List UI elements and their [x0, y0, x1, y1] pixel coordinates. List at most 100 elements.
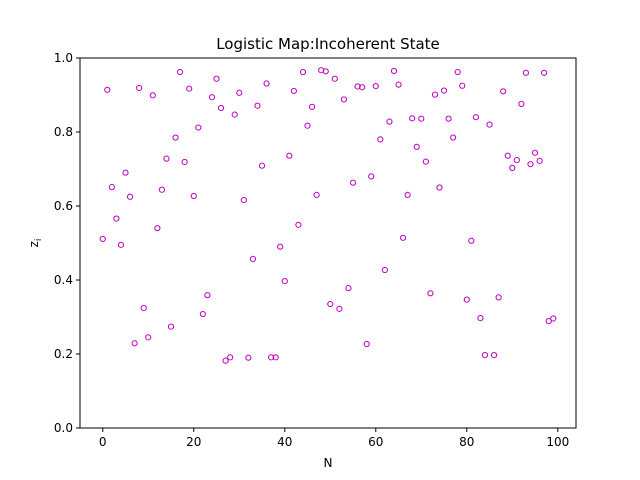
data-point — [472, 114, 479, 121]
data-point — [154, 225, 161, 232]
x-tick-label: 40 — [277, 435, 292, 449]
data-point — [481, 352, 489, 359]
data-point — [213, 75, 220, 82]
y-tick-label: 0.2 — [54, 347, 73, 361]
data-point — [227, 354, 234, 361]
data-point — [204, 292, 211, 299]
data-point — [372, 83, 379, 90]
data-point — [131, 340, 138, 347]
x-tick-label: 80 — [459, 435, 474, 449]
data-point — [254, 102, 261, 109]
data-point — [327, 300, 334, 308]
data-point — [136, 84, 143, 92]
data-point — [377, 136, 384, 143]
y-tick-label: 0.8 — [54, 125, 73, 139]
data-point — [245, 354, 252, 361]
data-point — [217, 104, 225, 112]
data-point — [363, 340, 370, 348]
y-axis-label: zi — [27, 239, 44, 248]
data-point — [277, 243, 284, 250]
data-point — [231, 111, 238, 118]
chart-title: Logistic Map:Incoherent State — [216, 35, 440, 53]
data-point — [490, 352, 498, 359]
data-points — [99, 67, 557, 364]
data-point — [263, 80, 270, 87]
data-point — [486, 121, 493, 128]
data-point — [368, 173, 375, 180]
data-point — [336, 305, 343, 312]
data-point — [550, 315, 557, 322]
data-point — [290, 87, 297, 95]
data-point — [281, 278, 288, 285]
data-point — [249, 255, 257, 263]
data-point — [299, 68, 307, 76]
data-point — [536, 157, 543, 164]
data-point — [436, 184, 443, 191]
data-point — [99, 235, 106, 243]
data-point — [500, 88, 507, 95]
data-point — [149, 92, 156, 99]
data-point — [541, 69, 548, 76]
data-point — [126, 193, 134, 200]
data-point — [450, 134, 457, 141]
data-point — [468, 237, 475, 244]
data-point — [545, 317, 552, 325]
data-point — [177, 68, 184, 76]
data-point — [404, 191, 411, 198]
data-point — [349, 179, 357, 186]
data-point — [386, 118, 393, 125]
data-point — [504, 152, 511, 159]
data-point — [527, 161, 534, 168]
data-point — [108, 184, 115, 191]
data-point — [268, 354, 275, 361]
x-tick-label: 0 — [99, 435, 107, 449]
data-point — [513, 157, 520, 164]
data-point — [122, 169, 129, 176]
data-point — [322, 68, 329, 75]
x-axis-label: N — [324, 456, 333, 470]
data-point — [459, 82, 466, 89]
data-point — [518, 100, 525, 107]
data-point — [236, 89, 243, 96]
data-point — [418, 115, 425, 122]
data-point — [104, 86, 111, 93]
data-point — [308, 103, 316, 110]
data-point — [258, 162, 266, 169]
y-tick-label: 0.0 — [54, 421, 73, 435]
data-point — [295, 221, 302, 228]
data-point — [431, 91, 439, 98]
plot-frame — [79, 57, 577, 429]
x-tick-label: 100 — [546, 435, 569, 449]
data-point — [354, 83, 361, 90]
data-point — [454, 68, 461, 76]
data-point — [158, 186, 166, 193]
x-axis-ticks: 0 20 40 60 80 100 — [99, 428, 569, 449]
data-point — [140, 305, 147, 312]
data-point — [390, 67, 398, 75]
data-point — [340, 96, 348, 103]
data-point — [313, 191, 320, 198]
data-point — [167, 323, 175, 330]
data-point — [422, 158, 429, 165]
data-point — [186, 85, 193, 92]
data-point — [199, 310, 206, 318]
data-point — [399, 234, 407, 241]
data-point — [240, 196, 247, 204]
data-point — [413, 143, 420, 150]
x-tick-label: 20 — [186, 435, 201, 449]
data-point — [395, 81, 402, 88]
data-point — [163, 155, 170, 162]
data-point — [509, 164, 516, 171]
data-point — [427, 290, 434, 297]
y-axis-label-subscript: i — [34, 239, 44, 242]
data-point — [145, 334, 152, 341]
data-point — [172, 134, 179, 141]
data-point — [463, 296, 470, 303]
data-point — [304, 122, 311, 129]
y-tick-label: 0.4 — [54, 273, 73, 287]
data-point — [345, 285, 352, 292]
y-axis-ticks: 0.0 0.2 0.4 0.6 0.8 1.0 — [54, 51, 80, 435]
data-point — [409, 115, 416, 122]
y-axis-label-main: z — [27, 241, 41, 247]
data-point — [190, 192, 197, 200]
